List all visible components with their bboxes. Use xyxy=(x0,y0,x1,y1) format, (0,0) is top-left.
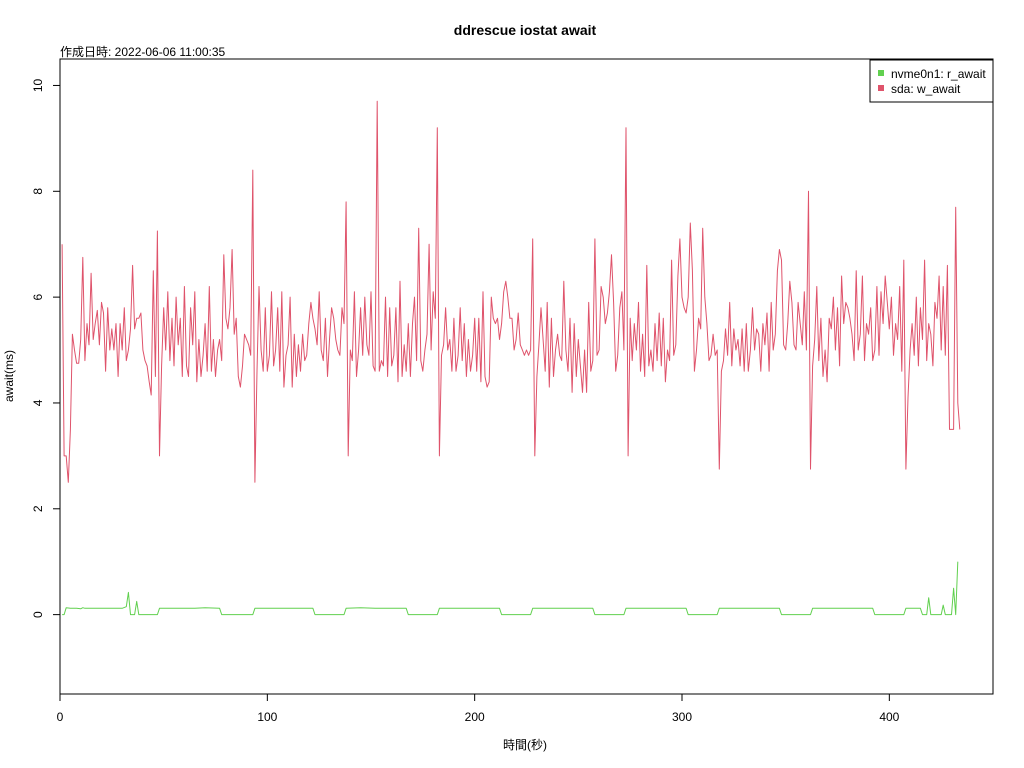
chart-subtitle: 作成日時: 2022-06-06 11:00:35 xyxy=(60,45,226,59)
series-line-sda-w-await xyxy=(61,100,961,483)
y-axis-label: await(ms) xyxy=(2,350,16,402)
x-axis-label: 時間(秒) xyxy=(503,738,547,752)
y-tick-label: 4 xyxy=(31,399,45,406)
x-tick-label: 0 xyxy=(57,710,64,724)
y-axis: 0 2 4 6 8 10 xyxy=(31,78,61,618)
chart-title: ddrescue iostat await xyxy=(454,22,597,38)
series-line-nvme0n1-r-await xyxy=(62,561,959,616)
x-tick-label: 400 xyxy=(879,710,899,724)
x-tick-label: 100 xyxy=(257,710,277,724)
y-tick-label: 2 xyxy=(31,505,45,512)
legend-swatch-sda xyxy=(878,85,884,91)
legend-swatch-nvme xyxy=(878,70,884,76)
legend-label-nvme: nvme0n1: r_await xyxy=(891,67,986,81)
x-tick-label: 200 xyxy=(465,710,485,724)
x-axis: 0 100 200 300 400 xyxy=(57,693,900,724)
y-tick-label: 0 xyxy=(31,611,45,618)
series-layer xyxy=(61,100,961,616)
legend-box xyxy=(869,59,994,103)
plot-area-frame xyxy=(59,58,994,695)
legend-label-sda: sda: w_await xyxy=(891,82,961,96)
y-tick-label: 10 xyxy=(31,78,45,92)
y-tick-label: 6 xyxy=(31,293,45,300)
legend: nvme0n1: r_await sda: w_await xyxy=(869,59,994,103)
y-tick-label: 8 xyxy=(31,188,45,195)
x-tick-label: 300 xyxy=(672,710,692,724)
